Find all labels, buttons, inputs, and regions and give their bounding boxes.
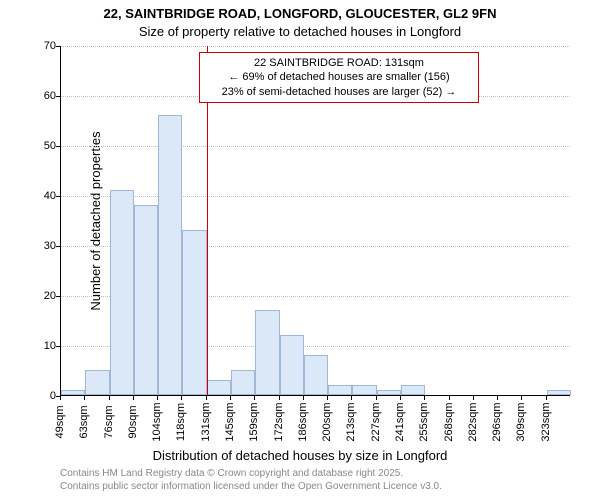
y-tick-mark bbox=[56, 246, 60, 247]
x-tick-label: 241sqm bbox=[394, 402, 406, 441]
y-tick-mark bbox=[56, 196, 60, 197]
chart-root: 22, SAINTBRIDGE ROAD, LONGFORD, GLOUCEST… bbox=[0, 0, 600, 500]
x-axis-labels: 49sqm63sqm76sqm90sqm104sqm118sqm131sqm14… bbox=[60, 398, 570, 448]
y-tick-label: 30 bbox=[36, 240, 56, 252]
y-tick-mark bbox=[56, 146, 60, 147]
x-tick-label: 200sqm bbox=[321, 402, 333, 441]
y-tick-label: 0 bbox=[36, 390, 56, 402]
bar bbox=[231, 370, 255, 395]
y-tick-mark bbox=[56, 296, 60, 297]
x-tick-label: 104sqm bbox=[151, 402, 163, 441]
x-tick-label: 309sqm bbox=[515, 402, 527, 441]
annotation-line: 23% of semi-detached houses are larger (… bbox=[206, 85, 472, 99]
x-tick-label: 131sqm bbox=[200, 402, 212, 441]
x-tick-label: 63sqm bbox=[78, 405, 90, 438]
caption: Contains HM Land Registry data © Crown c… bbox=[60, 468, 442, 493]
x-tick-label: 213sqm bbox=[345, 402, 357, 441]
caption-line2: Contains public sector information licen… bbox=[60, 481, 442, 494]
annotation-line: 22 SAINTBRIDGE ROAD: 131sqm bbox=[206, 56, 472, 70]
x-tick-label: 282sqm bbox=[467, 402, 479, 441]
plot-area: 22 SAINTBRIDGE ROAD: 131sqm← 69% of deta… bbox=[60, 46, 570, 396]
x-tick-label: 76sqm bbox=[103, 405, 115, 438]
bar bbox=[182, 230, 206, 395]
bar bbox=[158, 115, 182, 395]
annotation-box: 22 SAINTBRIDGE ROAD: 131sqm← 69% of deta… bbox=[199, 52, 479, 103]
title-line1: 22, SAINTBRIDGE ROAD, LONGFORD, GLOUCEST… bbox=[0, 6, 600, 21]
bar bbox=[110, 190, 134, 395]
x-tick-label: 255sqm bbox=[418, 402, 430, 441]
y-tick-label: 40 bbox=[36, 190, 56, 202]
x-axis-label: Distribution of detached houses by size … bbox=[0, 448, 600, 463]
title-line2: Size of property relative to detached ho… bbox=[0, 24, 600, 39]
y-tick-label: 20 bbox=[36, 290, 56, 302]
y-tick-label: 10 bbox=[36, 340, 56, 352]
x-tick-label: 227sqm bbox=[370, 402, 382, 441]
y-tick-mark bbox=[56, 46, 60, 47]
bar bbox=[85, 370, 109, 395]
x-tick-label: 159sqm bbox=[248, 402, 260, 441]
x-tick-label: 296sqm bbox=[491, 402, 503, 441]
x-tick-label: 49sqm bbox=[54, 405, 66, 438]
y-tick-label: 50 bbox=[36, 140, 56, 152]
x-tick-label: 145sqm bbox=[224, 402, 236, 441]
bar bbox=[280, 335, 304, 395]
bar bbox=[352, 385, 376, 395]
bar bbox=[547, 390, 571, 395]
bar bbox=[207, 380, 231, 395]
caption-line1: Contains HM Land Registry data © Crown c… bbox=[60, 468, 442, 481]
bar bbox=[377, 390, 401, 395]
x-tick-label: 90sqm bbox=[127, 405, 139, 438]
bar bbox=[255, 310, 279, 395]
annotation-line: ← 69% of detached houses are smaller (15… bbox=[206, 70, 472, 84]
bar bbox=[328, 385, 352, 395]
bar bbox=[61, 390, 85, 395]
y-tick-mark bbox=[56, 96, 60, 97]
bar bbox=[401, 385, 425, 395]
y-tick-label: 60 bbox=[36, 90, 56, 102]
bar bbox=[304, 355, 328, 395]
bar bbox=[134, 205, 158, 395]
x-tick-label: 118sqm bbox=[175, 403, 187, 441]
x-tick-label: 268sqm bbox=[443, 402, 455, 441]
x-tick-label: 186sqm bbox=[297, 402, 309, 441]
x-tick-label: 323sqm bbox=[540, 402, 552, 441]
x-tick-label: 172sqm bbox=[273, 402, 285, 441]
y-tick-label: 70 bbox=[36, 40, 56, 52]
y-tick-mark bbox=[56, 346, 60, 347]
